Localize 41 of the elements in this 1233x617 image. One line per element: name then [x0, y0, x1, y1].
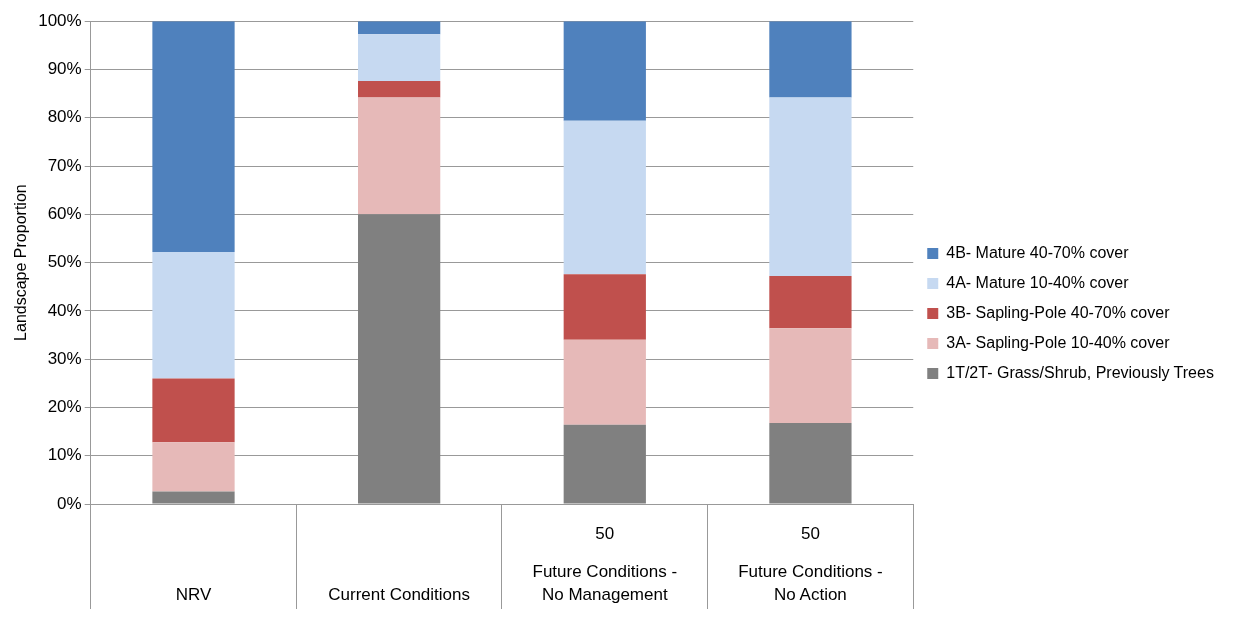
bar: [152, 251, 235, 379]
bar: [769, 276, 852, 329]
y-tick-label: 80%: [47, 107, 82, 127]
bar: [152, 491, 235, 504]
y-tick-label: 10%: [47, 445, 82, 465]
bar: [152, 378, 235, 443]
legend-label: 3B- Sapling-Pole 40-70% cover: [946, 303, 1171, 321]
bar: [563, 274, 646, 340]
y-tick-label: 50%: [47, 252, 82, 272]
bar: [563, 424, 646, 504]
x-tick-label: NRV: [175, 584, 212, 604]
x-tick-label: Current Conditions: [328, 584, 471, 604]
y-tick-label: 30%: [47, 348, 82, 368]
y-tick-label: 20%: [47, 397, 82, 417]
bar: [563, 339, 646, 425]
y-tick-label: 40%: [47, 300, 82, 320]
bar: [358, 81, 441, 98]
x-tick-label: 50 Future Conditions - No Action: [738, 523, 883, 604]
bar: [769, 97, 852, 277]
y-tick-label: 0%: [57, 493, 82, 513]
y-tick-label: 70%: [47, 155, 82, 175]
y-axis-title: Landscape Proportion: [12, 184, 30, 341]
x-tick-label: 50 Future Conditions - No Management: [532, 523, 678, 604]
bar: [358, 21, 441, 35]
bar: [769, 21, 852, 98]
legend-label: 1T/2T- Grass/Shrub, Previously Trees: [946, 363, 1214, 381]
bar: [563, 120, 646, 275]
legend-label: 3A- Sapling-Pole 10-40% cover: [946, 333, 1171, 351]
y-tick-label: 60%: [47, 204, 82, 224]
bar: [358, 97, 441, 215]
legend-label: 4A- Mature 10-40% cover: [946, 273, 1130, 291]
bar: [769, 422, 852, 504]
legend-label: 4B- Mature 40-70% cover: [946, 243, 1130, 261]
bar: [358, 34, 441, 82]
y-tick-label: 90%: [47, 59, 82, 79]
bar: [563, 21, 646, 121]
bar: [769, 328, 852, 423]
bar: [358, 214, 441, 504]
y-tick-label: 100%: [38, 10, 82, 30]
bar: [152, 21, 235, 252]
bar: [152, 442, 235, 492]
